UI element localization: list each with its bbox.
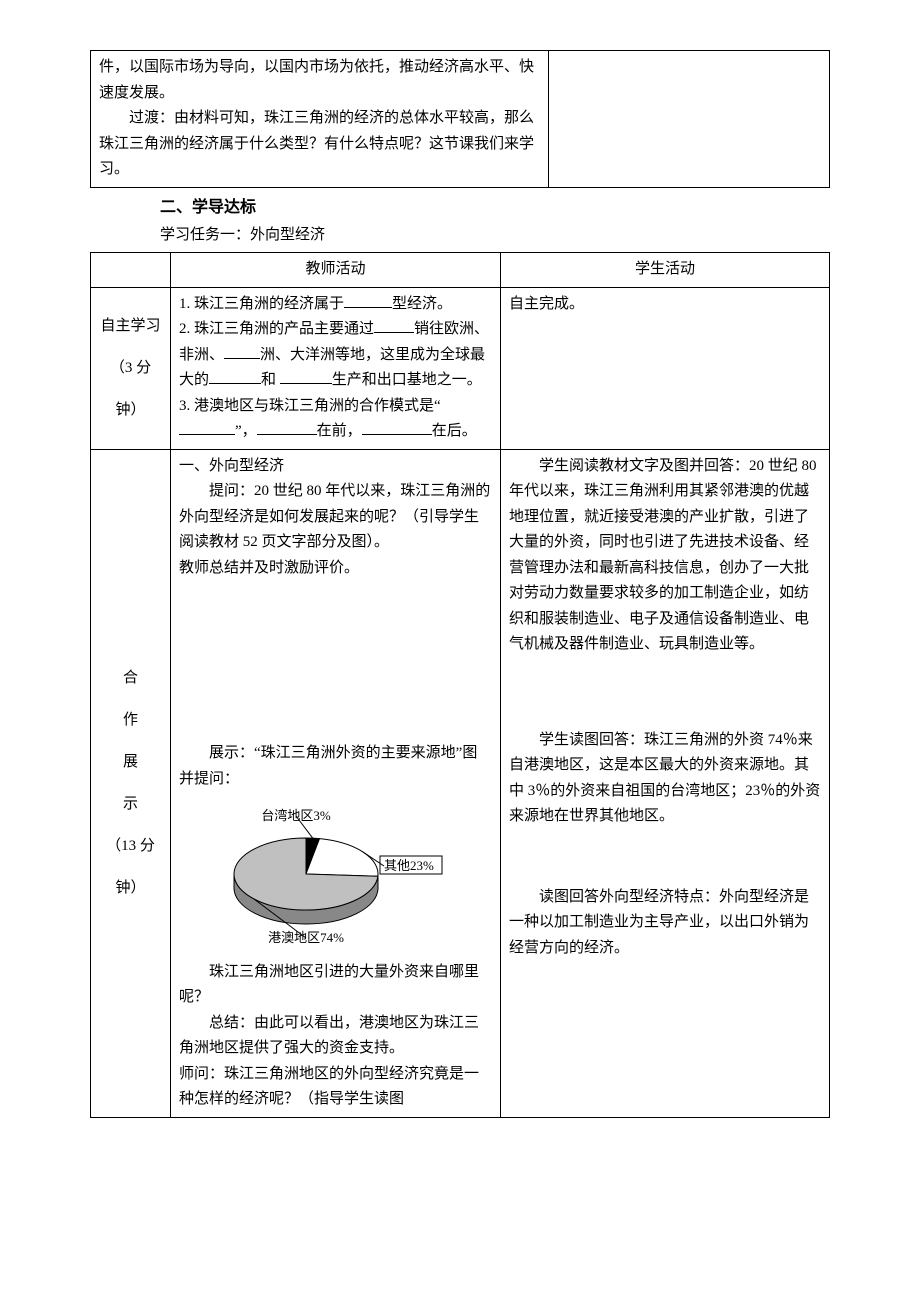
self-study-label-1: 自主学习 [99, 305, 162, 347]
blank [374, 317, 414, 333]
section-heading: 二、学导达标 [160, 194, 830, 221]
intro-table: 件，以国际市场为导向，以国内市场为依托，推动经济高水平、快速度发展。 过渡：由材… [90, 50, 830, 188]
blank [179, 419, 235, 435]
coop-label-line: 示 [99, 783, 162, 825]
ss-line1: 1. 珠江三角洲的经济属于 型经济。 [179, 292, 492, 318]
ss-line3: 3. 港澳地区与珠江三角洲的合作模式是“ ”， 在前， 在后。 [179, 394, 492, 445]
self-study-label-2: （3 分钟） [99, 347, 162, 431]
coop-t-block2: 展示：“珠江三角洲外资的主要来源地”图并提问： [179, 741, 492, 792]
ss-t3b: ”， [235, 423, 257, 439]
header-blank [91, 253, 171, 288]
spacer [509, 830, 821, 885]
blank [344, 292, 392, 308]
spacer [179, 581, 492, 741]
blank [209, 368, 261, 384]
ss-line2: 2. 珠江三角洲的产品主要通过销往欧洲、非洲、洲、大洋洲等地，这里成为全球最大的… [179, 317, 492, 394]
self-study-row: 自主学习 （3 分钟） 1. 珠江三角洲的经济属于 型经济。 2. 珠江三角洲的产… [91, 287, 830, 449]
header-student: 学生活动 [501, 253, 830, 288]
coop-s-block2: 学生读图回答：珠江三角洲的外资 74％来自港澳地区，这是本区最大的外资来源地。其… [509, 728, 821, 830]
coop-label-line: 合 [99, 657, 162, 699]
ss-t2d: 和 [261, 372, 276, 388]
coop-row: 合作展示（13 分钟） 一、外向型经济 提问：20 世纪 80 年代以来，珠江三… [91, 449, 830, 1117]
pie-chart: 台湾地区3% 其他23% 港澳地区74% [196, 796, 476, 946]
coop-t-block1: 提问：20 世纪 80 年代以来，珠江三角洲的外向型经济是如何发展起来的呢？（引… [179, 479, 492, 581]
blank [224, 343, 260, 359]
intro-left-text: 件，以国际市场为导向，以国内市场为依托，推动经济高水平、快速度发展。 过渡：由材… [99, 59, 534, 177]
header-row: 教师活动 学生活动 [91, 253, 830, 288]
svg-text:台湾地区3%: 台湾地区3% [261, 808, 331, 823]
ss-t3d: 在后。 [432, 423, 477, 439]
blank [257, 419, 317, 435]
blank [280, 368, 332, 384]
coop-label: 合作展示（13 分钟） [91, 449, 171, 1117]
ss-t3c: 在前， [317, 423, 362, 439]
coop-label-line: 作 [99, 699, 162, 741]
ss-t2e: 生产和出口基地之一。 [332, 372, 482, 388]
task1-title: 学习任务一：外向型经济 [160, 223, 830, 249]
main-table: 教师活动 学生活动 自主学习 （3 分钟） 1. 珠江三角洲的经济属于 型经济。 … [90, 252, 830, 1118]
intro-right [549, 51, 830, 188]
self-study-student: 自主完成。 [501, 287, 830, 449]
ss-t3: 3. 港澳地区与珠江三角洲的合作模式是“ [179, 398, 441, 414]
spacer [509, 658, 821, 728]
coop-t-title: 一、外向型经济 [179, 454, 492, 480]
coop-teacher: 一、外向型经济 提问：20 世纪 80 年代以来，珠江三角洲的外向型经济是如何发… [171, 449, 501, 1117]
self-study-teacher: 1. 珠江三角洲的经济属于 型经济。 2. 珠江三角洲的产品主要通过销往欧洲、非洲… [171, 287, 501, 449]
self-study-label: 自主学习 （3 分钟） [91, 287, 171, 449]
svg-text:其他23%: 其他23% [384, 858, 434, 873]
intro-left: 件，以国际市场为导向，以国内市场为依托，推动经济高水平、快速度发展。 过渡：由材… [91, 51, 549, 188]
ss-t1: 1. 珠江三角洲的经济属于 [179, 296, 344, 312]
coop-label-line: 展 [99, 741, 162, 783]
ss-t1b: 型经济。 [392, 296, 452, 312]
coop-student: 学生阅读教材文字及图并回答：20 世纪 80 年代以来，珠江三角洲利用其紧邻港澳… [501, 449, 830, 1117]
ss-t2: 2. 珠江三角洲的产品主要通过 [179, 321, 374, 337]
coop-t-block3: 珠江三角洲地区引进的大量外资来自哪里呢？ [179, 960, 492, 1011]
coop-s-block3: 读图回答外向型经济特点：外向型经济是一种以加工制造业为主导产业，以出口外销为经营… [509, 885, 821, 962]
blank [362, 419, 432, 435]
coop-label-line: （13 分钟） [99, 825, 162, 909]
svg-text:港澳地区74%: 港澳地区74% [268, 930, 344, 945]
pie-chart-wrap: 台湾地区3% 其他23% 港澳地区74% [179, 796, 492, 956]
coop-s-block1: 学生阅读教材文字及图并回答：20 世纪 80 年代以来，珠江三角洲利用其紧邻港澳… [509, 454, 821, 658]
coop-t-block4: 总结：由此可以看出，港澳地区为珠江三角洲地区提供了强大的资金支持。 师问：珠江三… [179, 1011, 492, 1113]
header-teacher: 教师活动 [171, 253, 501, 288]
